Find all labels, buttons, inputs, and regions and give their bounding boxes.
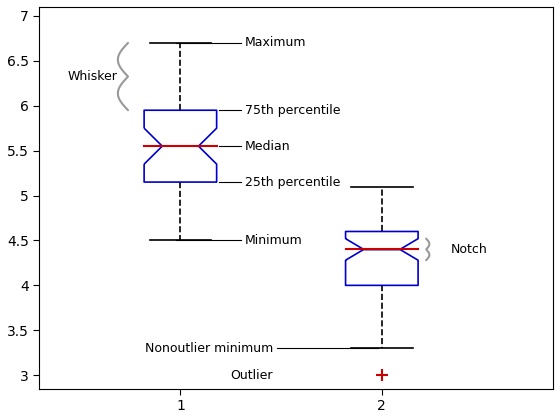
Text: 75th percentile: 75th percentile (245, 104, 340, 117)
Text: Whisker: Whisker (68, 70, 118, 83)
Text: Notch: Notch (450, 243, 487, 256)
Text: 25th percentile: 25th percentile (245, 176, 340, 189)
Text: Nonoutlier minimum: Nonoutlier minimum (145, 342, 273, 355)
Text: Maximum: Maximum (245, 37, 306, 50)
Text: Outlier: Outlier (231, 369, 273, 382)
Text: Median: Median (245, 140, 291, 152)
Text: Minimum: Minimum (245, 234, 302, 247)
